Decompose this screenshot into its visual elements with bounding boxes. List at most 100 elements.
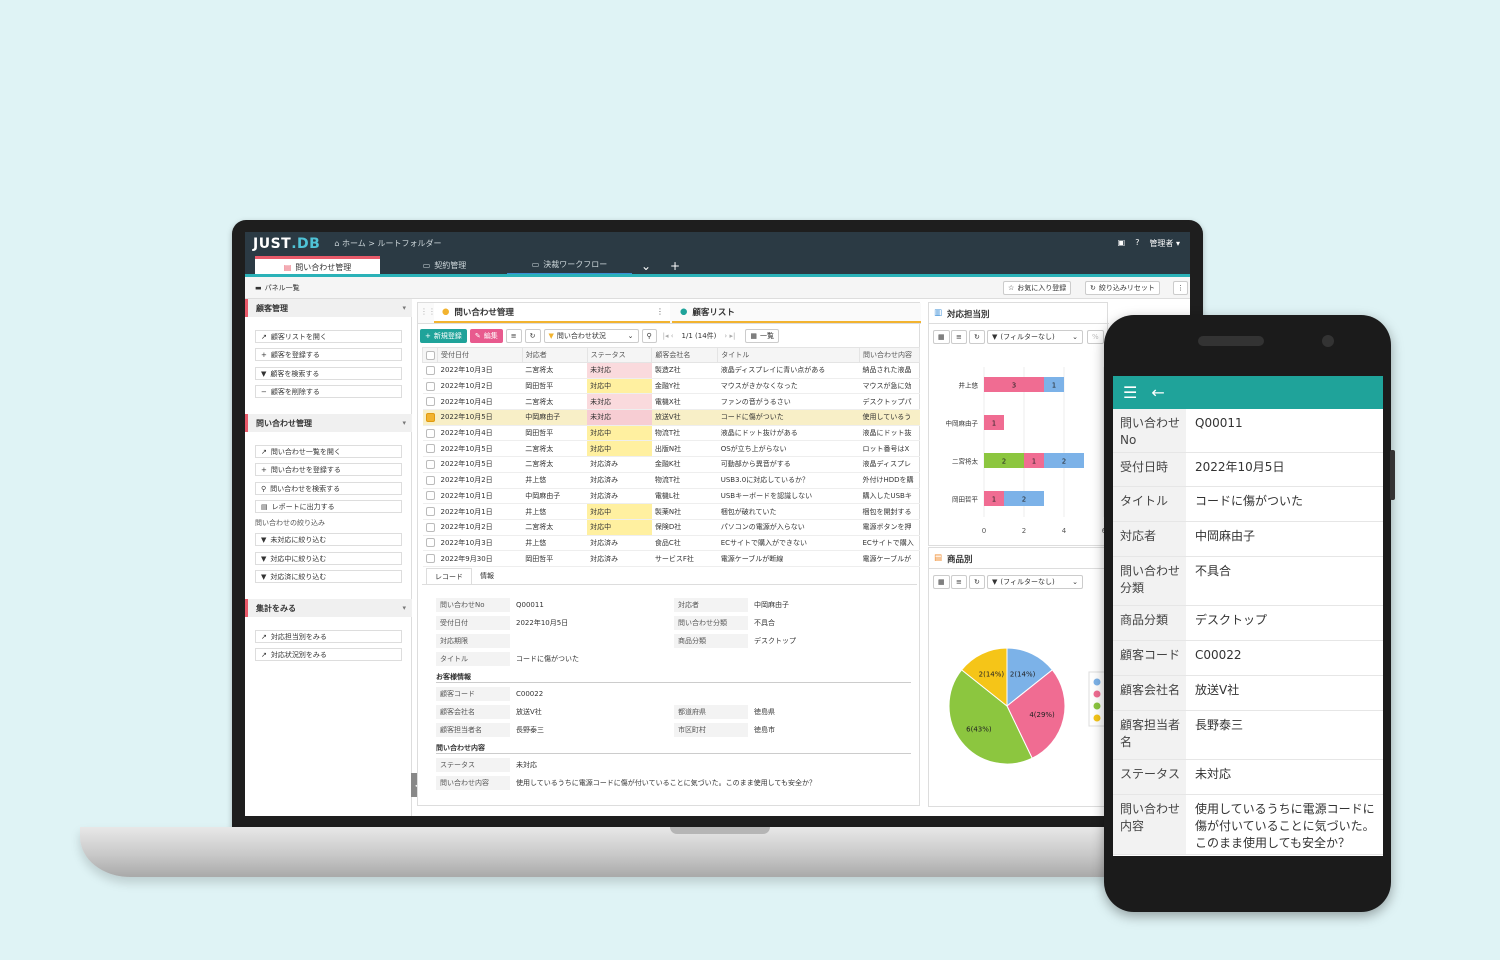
- product-chart-panel: ▤ 商品別 ▦ ≡ ↻ ▼ (フィルターなし) ⌄ 2(14%) 4(29%) 6(43%…: [928, 547, 1109, 807]
- row-checkbox[interactable]: [422, 456, 438, 473]
- sidebar-item-report[interactable]: ▤ レポートに出力する: [255, 500, 402, 513]
- breadcrumb[interactable]: ⌂ ホーム > ルートフォルダー: [334, 239, 442, 248]
- panel-tab-inquiry[interactable]: ● 問い合わせ管理: [434, 303, 670, 323]
- sidebar-item-filter-done[interactable]: ▼ 対応済に絞り込む: [255, 570, 402, 583]
- table-row[interactable]: 2022年10月4日 二宮将太 未対応 電機X社 ファンの音がうるさい デスクトップパ: [422, 393, 920, 411]
- menu-icon[interactable]: ≡: [951, 330, 967, 344]
- tab-dropdown-icon[interactable]: ⌄: [640, 258, 652, 273]
- next-page-icon[interactable]: › ▸|: [724, 332, 736, 340]
- sidebar-section-customer[interactable]: 顧客管理 ▾: [245, 299, 412, 317]
- view-select[interactable]: ▦ 一覧: [745, 329, 779, 343]
- phone-speaker: [1198, 336, 1264, 346]
- tab-workflow[interactable]: ▭ 決裁ワークフロー: [507, 256, 632, 275]
- sidebar-item-search-customer[interactable]: ▼ 顧客を検索する: [255, 367, 402, 380]
- search-icon[interactable]: ⚲: [641, 329, 657, 343]
- col-header[interactable]: 問い合わせ内容: [858, 347, 921, 363]
- back-arrow-icon[interactable]: ←: [1151, 383, 1165, 402]
- col-header[interactable]: ステータス: [586, 347, 653, 363]
- sidebar-item-filter-inprogress[interactable]: ▼ 対応中に絞り込む: [255, 552, 402, 565]
- table-row[interactable]: 2022年10月5日 中岡麻由子 未対応 放送V社 コードに傷がついた 使用しているう: [422, 409, 920, 426]
- row-checkbox[interactable]: [422, 409, 438, 426]
- refresh-icon[interactable]: ↻: [969, 330, 985, 344]
- refresh-icon[interactable]: ↻: [969, 575, 985, 589]
- table-cell: 金融Y社: [651, 378, 718, 395]
- table-row[interactable]: 2022年10月3日 井上悠 対応済み 食品C社 ECサイトで購入ができない ECサイトで…: [422, 535, 920, 552]
- row-checkbox[interactable]: [422, 472, 438, 489]
- panel-menu-icon[interactable]: ⋮: [656, 307, 664, 316]
- help-icon[interactable]: ?: [1135, 238, 1140, 247]
- table-row[interactable]: 2022年10月2日 井上悠 対応済み 物流T社 USB3.0に対応しているか？ 外付けH…: [422, 472, 920, 489]
- tab-contract[interactable]: ▭ 契約管理: [422, 261, 467, 270]
- chart-filter-select[interactable]: ▼ (フィルターなし) ⌄: [987, 330, 1083, 344]
- mobile-field-label: 顧客コード: [1113, 641, 1186, 675]
- sidebar-item-open-customer[interactable]: ↗ 顧客リストを開く: [255, 330, 402, 343]
- panel-list-button[interactable]: ▬ パネル一覧: [255, 284, 300, 292]
- grid-view-icon[interactable]: ▦: [933, 330, 950, 344]
- table-row[interactable]: 2022年10月5日 二宮将太 対応済み 金融K社 可動部から異音がする 液晶ディスプレ: [422, 456, 920, 473]
- filter-icon: ▼: [261, 554, 267, 563]
- col-header[interactable]: 受付日付: [436, 347, 523, 363]
- hamburger-icon[interactable]: ☰: [1123, 383, 1138, 402]
- mobile-field-label: ステータス: [1113, 760, 1186, 794]
- sidebar-item-by-handler[interactable]: ↗ 対応担当別をみる: [255, 630, 402, 643]
- sidebar-item-add-customer[interactable]: + 顧客を登録する: [255, 348, 402, 361]
- new-record-button[interactable]: + 新規登録: [420, 329, 467, 343]
- row-checkbox[interactable]: [422, 362, 438, 379]
- sidebar-item-by-status[interactable]: ↗ 対応状況別をみる: [255, 648, 402, 661]
- table-row[interactable]: 2022年10月5日 二宮将太 対応中 出版N社 OSが立ち上がらない ロット番号はX: [422, 440, 920, 458]
- sidebar-item-delete-customer[interactable]: − 顧客を削除する: [255, 385, 402, 398]
- chat-icon[interactable]: ▣: [1117, 238, 1126, 247]
- table-row[interactable]: 2022年10月4日 岡田哲平 対応中 物流T社 液晶にドット抜けがある 液晶にドット抜: [422, 425, 920, 442]
- user-menu[interactable]: 管理者 ▾: [1149, 239, 1180, 248]
- mobile-field-label: 受付日時: [1113, 453, 1186, 486]
- tab-info[interactable]: 情報: [480, 572, 494, 580]
- grid-view-icon[interactable]: ▦: [933, 575, 950, 589]
- table-row[interactable]: 2022年10月1日 中岡麻由子 対応済み 電機L社 USBキーボードを認識しない 購入し…: [422, 488, 920, 505]
- config-icon[interactable]: %: [1087, 330, 1104, 344]
- first-page-icon[interactable]: |◂ ‹: [662, 332, 674, 340]
- col-header[interactable]: 対応者: [521, 347, 588, 363]
- add-tab-button[interactable]: +: [669, 258, 681, 273]
- select-all-checkbox[interactable]: [422, 347, 438, 363]
- row-checkbox[interactable]: [422, 550, 438, 567]
- sidebar-item-add-inquiry[interactable]: + 問い合わせを登録する: [255, 463, 402, 476]
- sidebar-item-filter-unhandled[interactable]: ▼ 未対応に絞り込む: [255, 533, 402, 546]
- chart-filter-select[interactable]: ▼ (フィルターなし) ⌄: [987, 575, 1083, 589]
- table-cell: 井上悠: [522, 535, 588, 552]
- tab-record[interactable]: レコード: [426, 568, 472, 584]
- row-checkbox[interactable]: [422, 393, 438, 411]
- sidebar-item-search-inquiry[interactable]: ⚲ 問い合わせを検索する: [255, 482, 402, 495]
- table-cell: 外付けHDDを購: [859, 472, 920, 489]
- reset-filter-button[interactable]: ↻ 絞り込みリセット: [1085, 281, 1160, 295]
- table-row[interactable]: 2022年10月2日 岡田哲平 対応中 金融Y社 マウスがきかなくなった マウスが急に効: [422, 378, 920, 395]
- row-checkbox[interactable]: [422, 488, 438, 505]
- sidebar-item-open-inquiry[interactable]: ↗ 問い合わせ一覧を開く: [255, 445, 402, 458]
- legend-marker: [1093, 690, 1101, 698]
- panel-tab-customer-list[interactable]: ● 顧客リスト: [672, 303, 921, 323]
- table-row[interactable]: 2022年9月30日 岡田哲平 対応済み サービスF社 電源ケーブルが断線 電源ケーブルが: [422, 550, 920, 567]
- drag-handle-icon[interactable]: ⋮⋮: [420, 307, 436, 316]
- tab-inquiry[interactable]: ▤ 問い合わせ管理: [255, 256, 380, 275]
- more-menu-icon[interactable]: ⋮: [1173, 281, 1188, 295]
- col-header[interactable]: 顧客会社名: [651, 347, 719, 363]
- table-row[interactable]: 2022年10月3日 二宮将太 未対応 製造Z社 液晶ディスプレイに青い点がある 納品され…: [422, 362, 920, 379]
- app-logo[interactable]: JUST.DB: [253, 235, 321, 252]
- col-header[interactable]: タイトル: [717, 347, 860, 363]
- row-checkbox[interactable]: [422, 519, 438, 536]
- sidebar-section-stats[interactable]: 集計をみる ▾: [245, 599, 412, 617]
- row-checkbox[interactable]: [422, 378, 438, 395]
- menu-icon[interactable]: ≡: [505, 329, 522, 343]
- row-checkbox[interactable]: [422, 535, 438, 552]
- row-checkbox[interactable]: [422, 503, 438, 520]
- sidebar-section-inquiry[interactable]: 問い合わせ管理 ▾: [245, 414, 412, 432]
- edit-button[interactable]: ✎ 編集: [469, 329, 503, 343]
- menu-icon[interactable]: ≡: [951, 575, 967, 589]
- status-filter-select[interactable]: ▼ 問い合わせ状況 ⌄: [543, 329, 639, 343]
- refresh-icon[interactable]: ↻: [524, 329, 541, 343]
- row-checkbox[interactable]: [422, 440, 438, 458]
- row-checkbox[interactable]: [422, 425, 438, 442]
- table-row[interactable]: 2022年10月1日 井上悠 対応中 製薬N社 梱包が破れていた 梱包を開封する: [422, 503, 920, 520]
- table-row[interactable]: 2022年10月2日 二宮将太 対応中 保険D社 パソコンの電源が入らない 電源ボタンを押: [422, 519, 920, 536]
- favorite-button[interactable]: ☆ お気に入り登録: [1003, 281, 1072, 295]
- chevron-down-icon: ▾: [402, 304, 406, 312]
